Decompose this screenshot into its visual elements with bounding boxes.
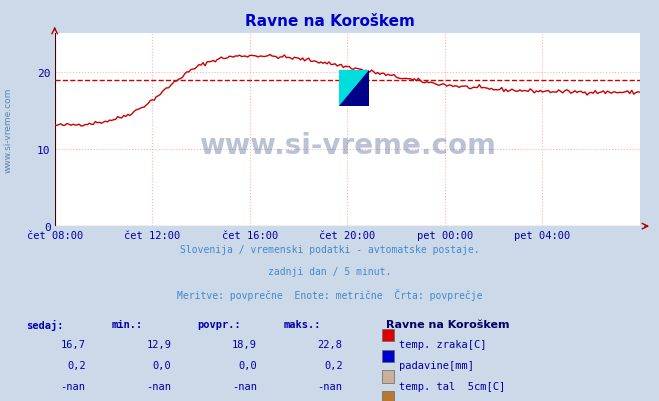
Text: Slovenija / vremenski podatki - avtomatske postaje.: Slovenija / vremenski podatki - avtomats… <box>180 245 479 255</box>
Text: 0,0: 0,0 <box>153 360 171 371</box>
Polygon shape <box>339 71 369 107</box>
Text: -nan: -nan <box>232 381 257 391</box>
Text: povpr.:: povpr.: <box>198 319 241 329</box>
Text: 22,8: 22,8 <box>318 340 343 350</box>
Text: Meritve: povprečne  Enote: metrične  Črta: povprečje: Meritve: povprečne Enote: metrične Črta:… <box>177 289 482 301</box>
Text: zadnji dan / 5 minut.: zadnji dan / 5 minut. <box>268 267 391 277</box>
Polygon shape <box>339 71 369 107</box>
Text: min.:: min.: <box>112 319 143 329</box>
Text: Ravne na Koroškem: Ravne na Koroškem <box>244 14 415 29</box>
Text: padavine[mm]: padavine[mm] <box>399 360 474 371</box>
Text: temp. zraka[C]: temp. zraka[C] <box>399 340 486 350</box>
Text: -nan: -nan <box>146 381 171 391</box>
Text: sedaj:: sedaj: <box>26 319 64 330</box>
Text: www.si-vreme.com: www.si-vreme.com <box>199 132 496 160</box>
Text: 16,7: 16,7 <box>61 340 86 350</box>
Text: 18,9: 18,9 <box>232 340 257 350</box>
Text: 0,0: 0,0 <box>239 360 257 371</box>
Text: -nan: -nan <box>61 381 86 391</box>
Text: 0,2: 0,2 <box>67 360 86 371</box>
Text: www.si-vreme.com: www.si-vreme.com <box>3 88 13 173</box>
Text: -nan: -nan <box>318 381 343 391</box>
Text: Ravne na Koroškem: Ravne na Koroškem <box>386 319 509 329</box>
Text: maks.:: maks.: <box>283 319 321 329</box>
Text: 0,2: 0,2 <box>324 360 343 371</box>
Text: 12,9: 12,9 <box>146 340 171 350</box>
Text: temp. tal  5cm[C]: temp. tal 5cm[C] <box>399 381 505 391</box>
